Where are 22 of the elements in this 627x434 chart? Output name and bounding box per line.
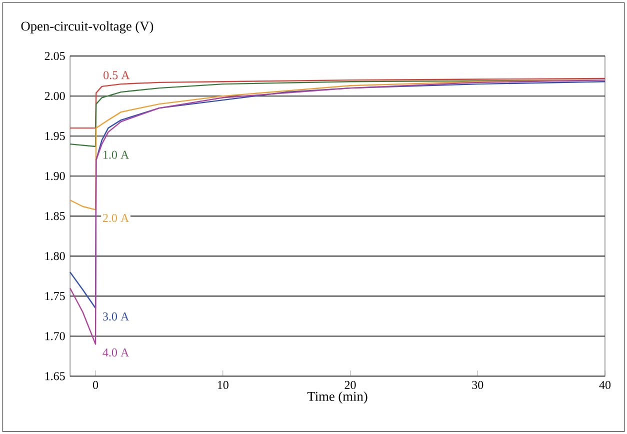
x-tick-label: 30 bbox=[472, 380, 484, 389]
y-tick-label: 1.95 bbox=[45, 132, 65, 140]
y-tick-label: 1.85 bbox=[45, 212, 65, 220]
line-series bbox=[69, 78, 606, 129]
y-tick-label: 1.75 bbox=[45, 292, 65, 300]
series-label: 2.0 A bbox=[102, 214, 130, 222]
x-tick-label: 0 bbox=[92, 380, 98, 389]
x-tick-label: 10 bbox=[218, 380, 228, 389]
y-tick-label: 1.65 bbox=[45, 372, 65, 380]
y-tick-label: 2.00 bbox=[44, 92, 65, 100]
y-axis-title: Open-circuit-voltage (V) bbox=[21, 21, 154, 34]
series-label: 4.0 A bbox=[102, 348, 130, 356]
y-tick-label: 1.90 bbox=[45, 172, 65, 180]
x-tick-label: 40 bbox=[599, 380, 611, 389]
x-axis-title: Time (min) bbox=[307, 391, 368, 404]
y-tick-label: 1.80 bbox=[45, 252, 65, 260]
series-label: 1.0 A bbox=[104, 150, 130, 159]
y-tick-label: 2.05 bbox=[44, 52, 65, 60]
series-label: 3.0 A bbox=[103, 312, 130, 320]
x-tick-label: 20 bbox=[344, 380, 356, 389]
series-label: 0.5 A bbox=[104, 70, 130, 80]
y-tick-label: 1.70 bbox=[45, 332, 65, 340]
